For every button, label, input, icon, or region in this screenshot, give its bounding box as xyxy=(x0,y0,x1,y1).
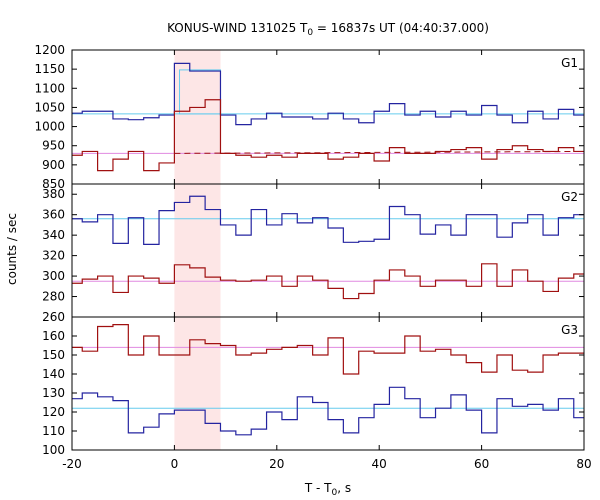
y-tick-label: 110 xyxy=(42,424,65,438)
panel-label-g2: G2 xyxy=(561,190,578,204)
y-tick-label: 130 xyxy=(42,386,65,400)
y-tick-label: 260 xyxy=(42,310,65,324)
y-tick-label: 1050 xyxy=(34,100,65,114)
y-tick-label: 360 xyxy=(42,208,65,222)
series-blue-g3 xyxy=(72,386,584,436)
x-tick-label: 40 xyxy=(372,457,387,471)
y-tick-label: 320 xyxy=(42,249,65,263)
chart-title: KONUS-WIND 131025 T0 = 16837s UT (04:40:… xyxy=(167,21,489,38)
x-tick-label: 20 xyxy=(269,457,284,471)
x-tick-label: 80 xyxy=(576,457,591,471)
series-red-g3 xyxy=(72,324,584,375)
panel-g2: G2 xyxy=(72,190,584,300)
panel-label-g3: G3 xyxy=(561,323,578,337)
panel-frame xyxy=(71,316,585,451)
y-tick-label: 850 xyxy=(42,177,65,191)
x-tick-label: 60 xyxy=(474,457,489,471)
y-tick-label: 950 xyxy=(42,139,65,153)
y-tick-label: 300 xyxy=(42,269,65,283)
series-blue-g1 xyxy=(72,62,584,126)
y-tick-label: 340 xyxy=(42,228,65,242)
y-tick-label: 1150 xyxy=(34,62,65,76)
y-tick-label: 100 xyxy=(42,443,65,457)
panel-frame xyxy=(71,183,585,318)
x-tick-label: -20 xyxy=(62,457,82,471)
y-tick-label: 1000 xyxy=(34,120,65,134)
x-tick-label: 0 xyxy=(171,457,179,471)
y-tick-label: 1100 xyxy=(34,81,65,95)
x-axis-label: T - T0, s xyxy=(304,481,351,498)
y-tick-label: 160 xyxy=(42,329,65,343)
series-red-g1 xyxy=(72,99,584,172)
fit-line xyxy=(174,150,585,154)
x-axis-label-subscript: 0 xyxy=(332,488,338,498)
y-tick-label: 1200 xyxy=(34,43,65,57)
series-red-g2 xyxy=(72,263,584,300)
chart-title-subscript: 0 xyxy=(307,28,313,38)
y-tick-label: 150 xyxy=(42,348,65,362)
y-tick-label: 120 xyxy=(42,405,65,419)
y-axis-label: counts / sec xyxy=(5,213,19,285)
y-tick-label: 380 xyxy=(42,187,65,201)
y-tick-label: 140 xyxy=(42,367,65,381)
panel-g3: G3 xyxy=(72,323,584,436)
panel-g1: G1 xyxy=(72,56,585,172)
y-tick-label: 280 xyxy=(42,290,65,304)
y-tick-label: 900 xyxy=(42,158,65,172)
series-blue-g2 xyxy=(72,195,584,245)
panel-label-g1: G1 xyxy=(561,56,578,70)
highlight-interval xyxy=(174,50,221,450)
